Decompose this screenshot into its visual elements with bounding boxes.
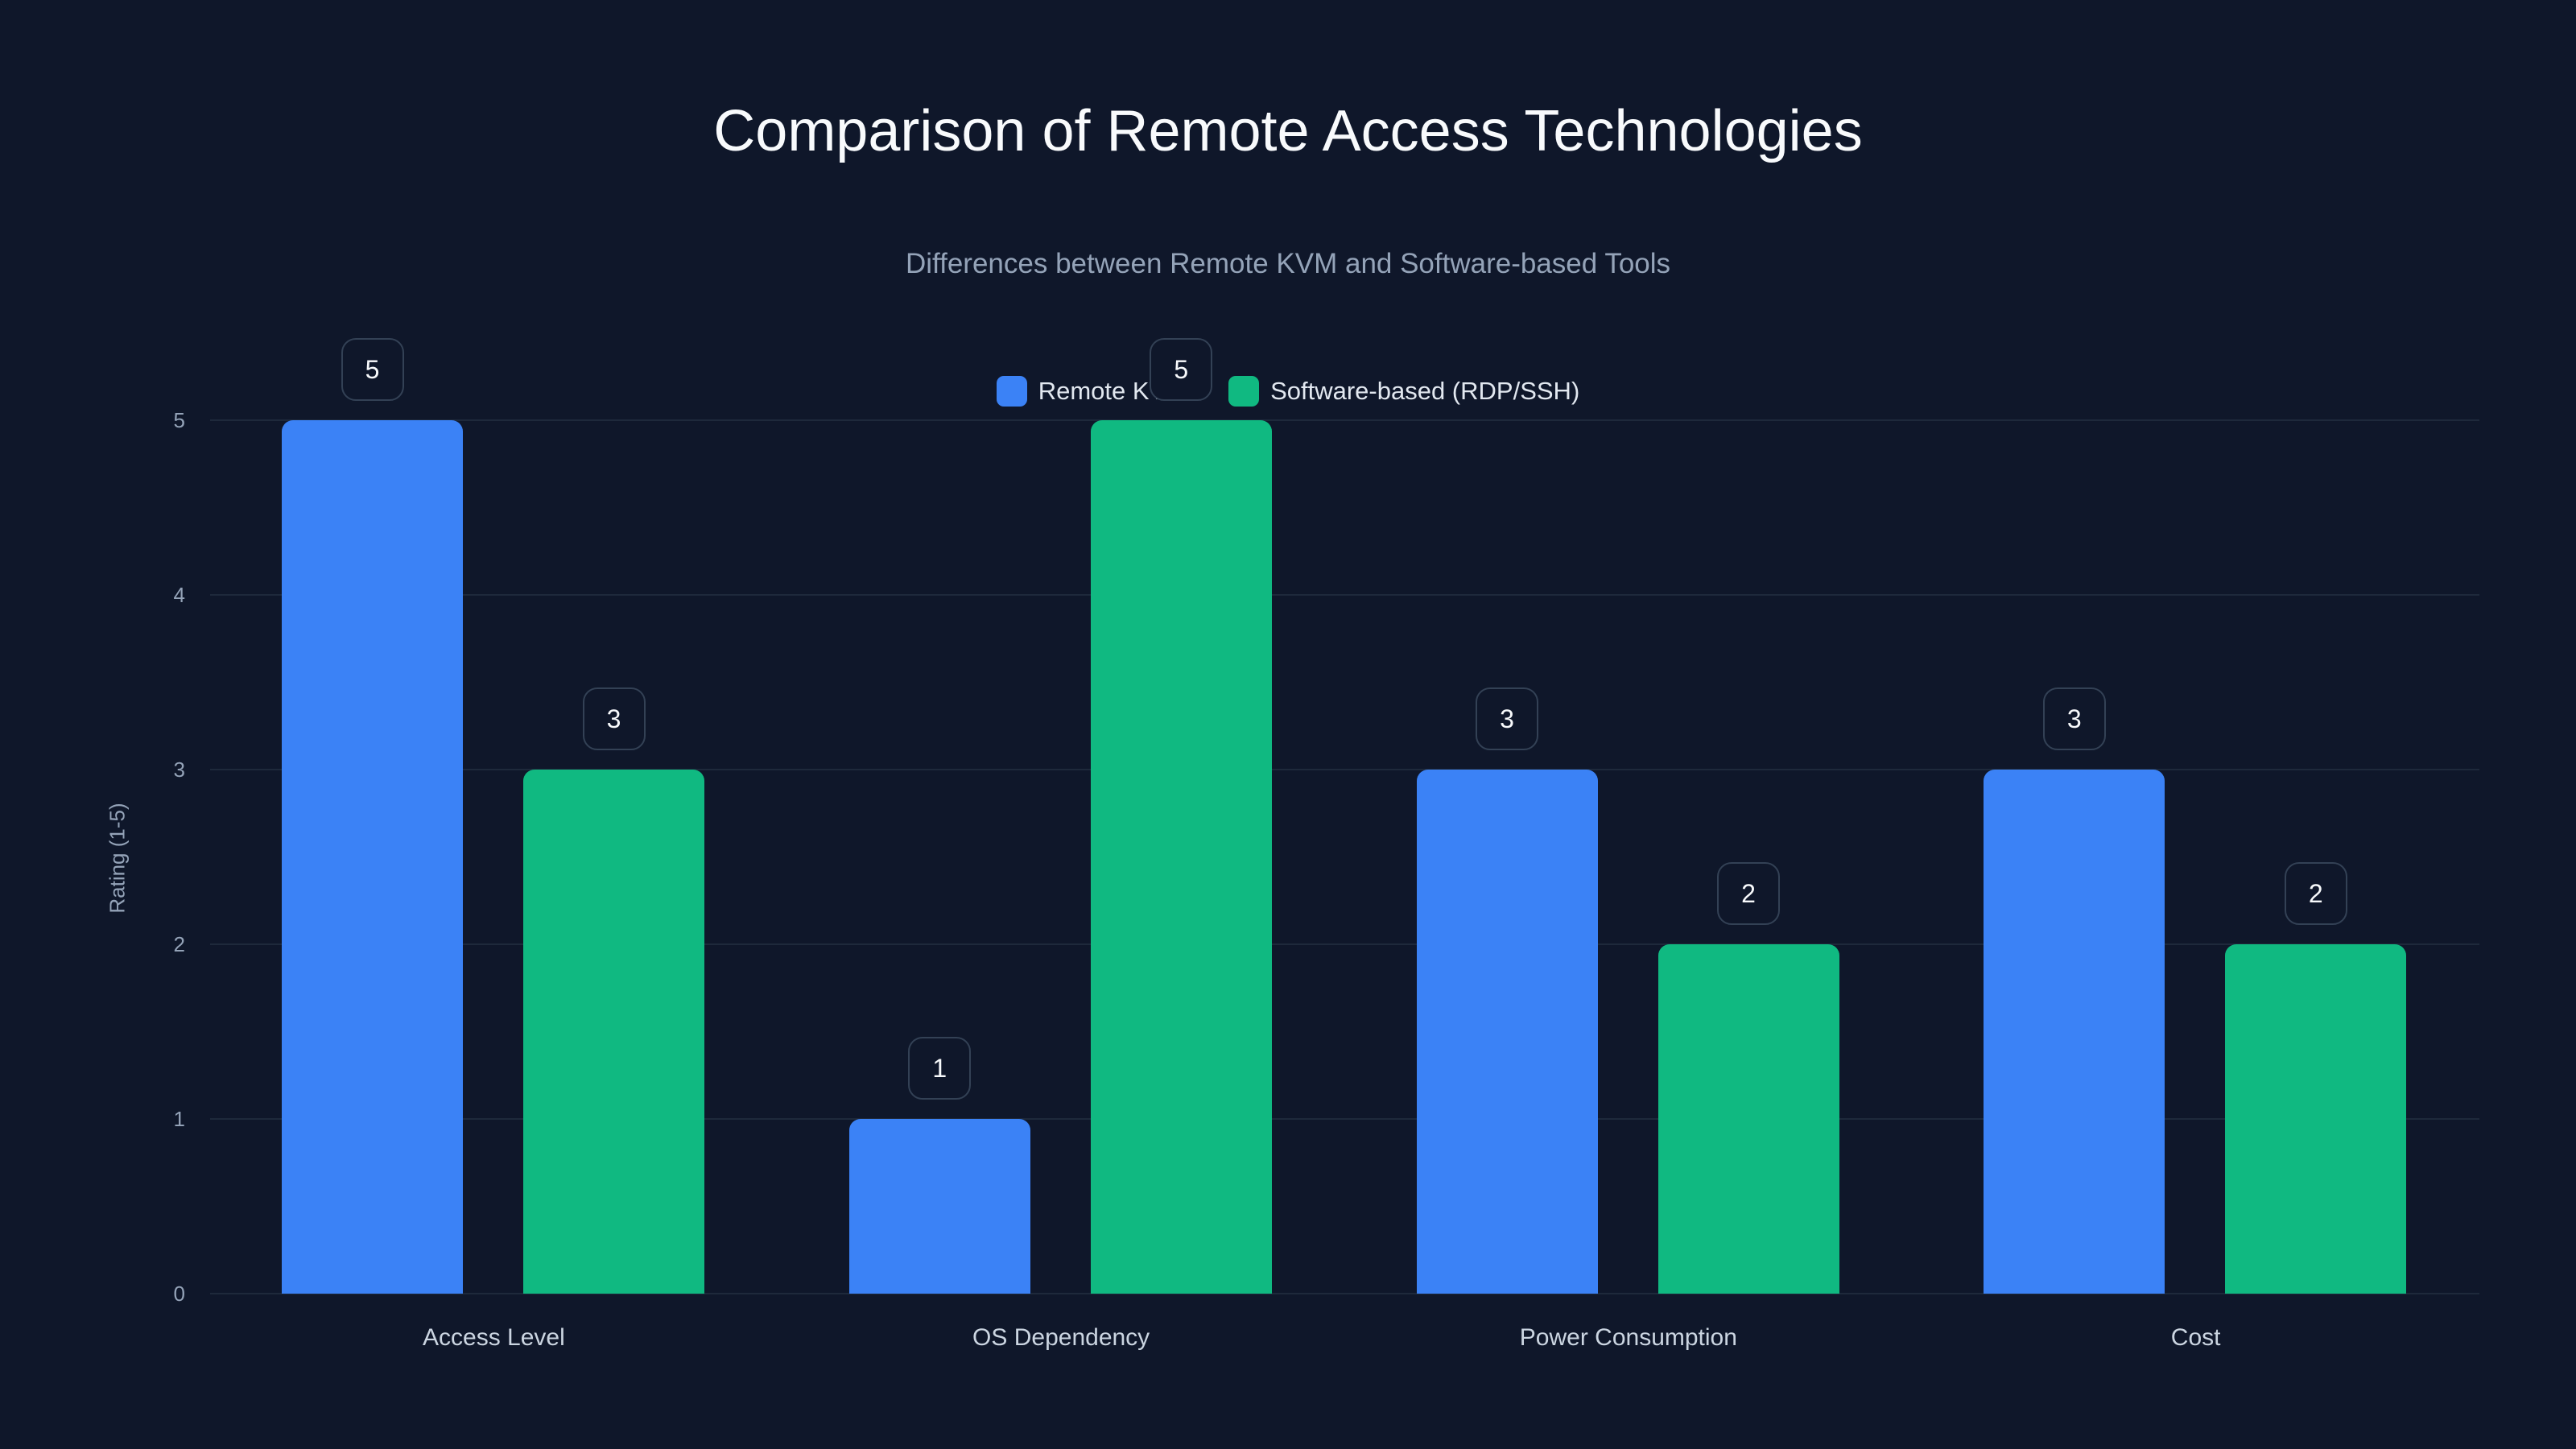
bar-remote-kvm[interactable] [282, 420, 463, 1294]
plot-area [210, 419, 2479, 1294]
bar-software-based[interactable] [523, 770, 704, 1294]
y-tick-label: 1 [173, 1107, 185, 1131]
x-tick-label: Cost [2170, 1324, 2221, 1351]
gridline [210, 1293, 2479, 1294]
legend-label: Software-based (RDP/SSH) [1270, 377, 1580, 405]
bar-remote-kvm[interactable] [1984, 770, 2165, 1294]
y-tick-label: 0 [173, 1282, 185, 1306]
data-label-badge: 5 [1150, 338, 1213, 401]
legend-swatch-software-based [1228, 376, 1260, 407]
data-label-badge: 3 [1476, 687, 1538, 750]
y-tick-label: 3 [173, 758, 185, 782]
x-tick-label: Access Level [423, 1324, 565, 1351]
gridline [210, 769, 2479, 770]
gridline [210, 1118, 2479, 1120]
y-tick-label: 5 [173, 408, 185, 432]
bar-remote-kvm[interactable] [1416, 770, 1598, 1294]
y-tick-label: 2 [173, 932, 185, 956]
chart-subtitle: Differences between Remote KVM and Softw… [905, 248, 1671, 279]
gridline [210, 594, 2479, 596]
bar-software-based[interactable] [1657, 944, 1839, 1294]
y-axis-label: Rating (1-5) [105, 803, 130, 914]
data-label-badge: 3 [582, 687, 646, 750]
data-label-badge: 2 [2284, 862, 2347, 925]
x-tick-label: Power Consumption [1519, 1324, 1737, 1351]
data-label-badge: 1 [908, 1037, 972, 1100]
data-label-badge: 5 [341, 338, 404, 401]
gridline [210, 419, 2479, 421]
bar-software-based[interactable] [2225, 944, 2407, 1294]
y-tick-label: 4 [173, 583, 185, 607]
bar-software-based[interactable] [1090, 420, 1272, 1294]
gridline [210, 943, 2479, 945]
data-label-badge: 3 [2042, 687, 2106, 750]
x-tick-label: OS Dependency [972, 1324, 1150, 1351]
legend-swatch-remote-kvm [996, 376, 1027, 407]
bar-remote-kvm[interactable] [848, 1119, 1030, 1294]
legend-item-software-based[interactable]: Software-based (RDP/SSH) [1228, 375, 1579, 407]
data-label-badge: 2 [1717, 862, 1780, 925]
chart-title: Comparison of Remote Access Technologies [713, 99, 1863, 163]
